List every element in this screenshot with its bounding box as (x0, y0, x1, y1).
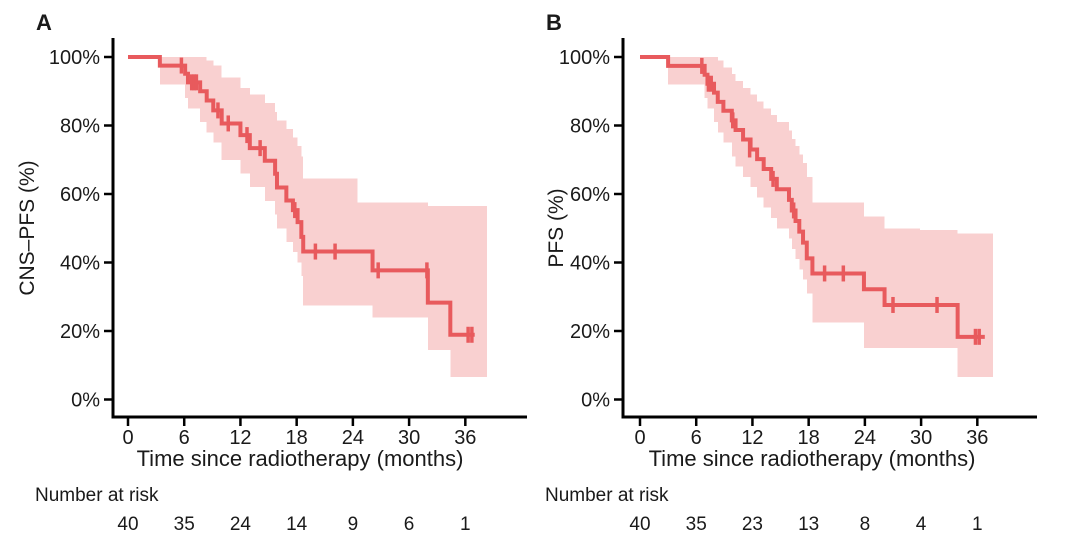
y-tick-label: 100% (559, 47, 610, 69)
panel-a-risk-header: Number at risk (35, 485, 159, 506)
x-tick-label: 18 (798, 427, 820, 449)
x-tick-label: 18 (286, 427, 308, 449)
y-tick-label: 40% (570, 253, 610, 275)
panel-a-plot: 100% 80% 60% 40% 20% 0% 0 6 12 18 24 30 36 (49, 38, 527, 449)
risk-count: 4 (915, 514, 927, 535)
panel-b-x-axis-title: Time since radiotherapy (months) (648, 446, 976, 471)
risk-count: 23 (741, 514, 764, 535)
risk-count: 35 (173, 514, 195, 535)
risk-count: 14 (286, 514, 308, 535)
risk-count: 40 (629, 514, 651, 535)
x-tick-label: 6 (179, 427, 190, 449)
y-tick-label: 40% (60, 253, 100, 275)
x-tick-label: 36 (966, 427, 988, 449)
x-tick-label: 12 (229, 427, 251, 449)
risk-count: 35 (685, 514, 707, 535)
y-tick-label: 0% (71, 390, 100, 412)
risk-count: 1 (460, 514, 471, 535)
panel-b: B PFS (%) 100% 80% 60% 40% 20% 0% 0 6 12 18 24 30 36… (540, 0, 1080, 551)
x-tick-label: 6 (691, 427, 702, 449)
x-tick-label: 30 (398, 427, 420, 449)
y-tick-label: 0% (581, 390, 610, 412)
y-tick-label: 60% (60, 184, 100, 206)
panel-b-plot: 100% 80% 60% 40% 20% 0% 0 6 12 18 24 30 36 (559, 38, 1037, 449)
panel-a: A CNS–PFS (%) 100% 80% 60% 40% 20% 0% 0 6 12 18 24… (0, 10, 540, 544)
confidence-band (640, 57, 994, 378)
x-tick-label: 12 (741, 427, 763, 449)
risk-count: 1 (972, 514, 983, 535)
panel-a-x-axis-title: Time since radiotherapy (months) (136, 446, 464, 471)
risk-count: 40 (117, 514, 139, 535)
confidence-band (128, 57, 487, 378)
panel-a-letter: A (36, 10, 52, 35)
risk-count: 24 (229, 514, 252, 535)
risk-count: 13 (798, 514, 820, 535)
panel-a-risk-row: 40 35 24 14 9 6 1 (0, 514, 540, 544)
risk-count: 8 (859, 514, 871, 535)
risk-count: 9 (347, 514, 359, 535)
x-tick-label: 24 (342, 427, 364, 449)
risk-count: 6 (403, 514, 415, 535)
x-tick-label: 24 (854, 427, 876, 449)
y-tick-label: 20% (60, 321, 100, 343)
x-tick-label: 36 (454, 427, 476, 449)
x-tick-label: 0 (634, 427, 645, 449)
y-tick-label: 100% (49, 47, 100, 69)
panel-b-risk-row: 40 35 23 13 8 4 1 (540, 514, 1080, 544)
y-tick-label: 80% (570, 116, 610, 138)
y-tick-label: 80% (60, 116, 100, 138)
y-tick-label: 20% (570, 321, 610, 343)
panel-b-letter: B (546, 10, 562, 35)
x-tick-label: 0 (122, 427, 133, 449)
y-tick-label: 60% (570, 184, 610, 206)
panel-b-risk-header: Number at risk (545, 485, 669, 506)
km-curve (640, 55, 985, 339)
x-tick-label: 30 (910, 427, 932, 449)
